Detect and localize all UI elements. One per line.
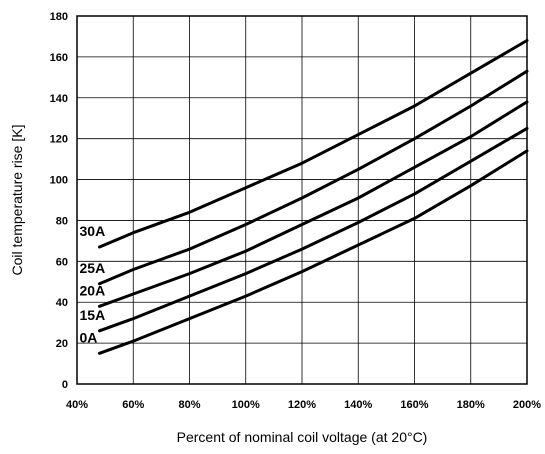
- series-label-15a: 15A: [80, 307, 106, 323]
- x-tick-label: 160%: [400, 399, 428, 411]
- x-tick-label: 180%: [457, 399, 485, 411]
- x-tick-label: 60%: [122, 399, 144, 411]
- y-tick-label: 180: [50, 11, 68, 23]
- x-tick-label: 200%: [513, 399, 541, 411]
- series-label-0a: 0A: [80, 329, 98, 345]
- series-line-0a: [98, 149, 529, 355]
- y-axis-title: Coil temperature rise [K]: [9, 125, 25, 276]
- y-tick-label: 120: [50, 134, 68, 146]
- series-label-20a: 20A: [80, 282, 106, 298]
- plot-frame: [76, 15, 528, 385]
- x-tick-label: 80%: [178, 399, 200, 411]
- x-axis-title: Percent of nominal coil voltage (at 20°C…: [177, 429, 428, 445]
- x-tick-label: 40%: [66, 399, 88, 411]
- y-axis-ticks: 0 20 40 60 80 100 120 140 160 180: [50, 11, 68, 391]
- y-tick-label: 40: [56, 297, 68, 309]
- series-line-30a: [98, 39, 529, 249]
- y-tick-label: 20: [56, 338, 68, 350]
- series-line-25a: [98, 69, 529, 286]
- series-line-20a: [98, 100, 529, 308]
- x-axis-ticks: 40% 60% 80% 100% 120% 140% 160% 180% 200%: [66, 399, 541, 411]
- x-tick-label: 140%: [344, 399, 372, 411]
- y-tick-label: 160: [50, 52, 68, 64]
- x-tick-label: 100%: [232, 399, 260, 411]
- y-tick-label: 80: [56, 215, 68, 227]
- series-lines: [98, 39, 529, 355]
- series-label-25a: 25A: [80, 260, 106, 276]
- y-tick-label: 140: [50, 93, 68, 105]
- x-tick-label: 120%: [288, 399, 316, 411]
- series-labels: 30A 25A 20A 15A 0A: [80, 223, 106, 345]
- y-tick-label: 0: [62, 379, 68, 391]
- y-tick-label: 100: [50, 175, 68, 187]
- series-label-30a: 30A: [80, 223, 106, 239]
- series-line-15a: [98, 126, 529, 333]
- y-tick-label: 60: [56, 256, 68, 268]
